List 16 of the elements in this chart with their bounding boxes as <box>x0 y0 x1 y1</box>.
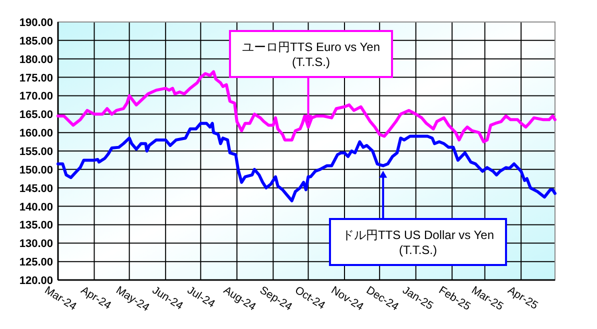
y-tick-label: 140.00 <box>19 201 53 214</box>
y-tick-label: 170.00 <box>19 90 53 103</box>
y-tick-label: 130.00 <box>19 238 53 250</box>
y-tick-label: 135.00 <box>19 220 53 232</box>
y-tick-label: 120.00 <box>19 275 53 287</box>
series-label: ユーロ円TTS Euro vs Yen (T.T.S.) <box>242 40 380 69</box>
y-tick-label: 155.00 <box>19 146 53 158</box>
y-tick-label: 175.00 <box>19 72 53 84</box>
y-tick-label: 125.00 <box>19 256 53 269</box>
y-tick-label: 190.00 <box>19 17 53 29</box>
y-tick-label: 180.00 <box>19 54 53 66</box>
y-tick-label: 185.00 <box>19 35 53 48</box>
y-tick-label: 145.00 <box>19 182 53 195</box>
y-tick-label: 150.00 <box>19 164 53 176</box>
y-tick-label: 160.00 <box>19 128 53 140</box>
y-tick-label: 165.00 <box>19 109 53 122</box>
